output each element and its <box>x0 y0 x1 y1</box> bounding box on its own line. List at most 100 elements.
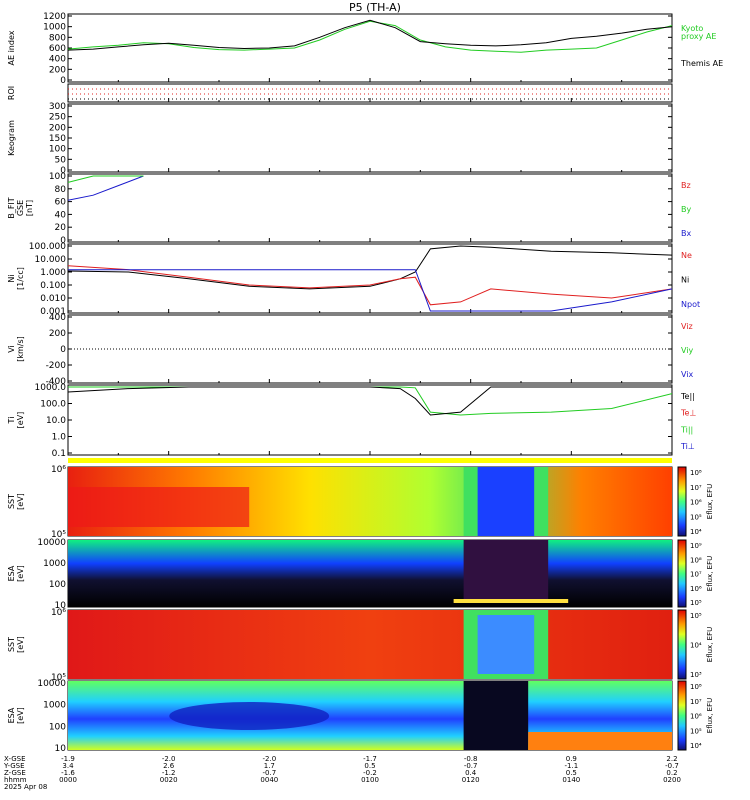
status-bar <box>68 458 672 463</box>
legend-proxy-ae: proxy AE <box>681 32 716 41</box>
xaxis-col-3: 0.5 <box>364 762 375 770</box>
ylabel-keogram: Keogram <box>7 120 16 156</box>
legend-ti-0: Te|| <box>680 392 695 401</box>
ytick-label-sst_i: 10⁶ <box>51 608 66 618</box>
xaxis-col-6: 0.2 <box>666 769 677 777</box>
esa-e-low-band <box>453 599 569 603</box>
xaxis-col-4: -0.7 <box>464 762 478 770</box>
colorbar-label-esa_e: Eflux, EFU <box>706 556 714 591</box>
ytick-label-ni: 100.000 <box>29 242 66 252</box>
colorbar-tick-esa_e: 10⁵ <box>690 599 702 607</box>
xaxis-col-1: -2.0 <box>162 755 176 763</box>
ytick-label-vi: 0 <box>60 345 66 355</box>
ytick-label-ti: 1000.0 <box>35 383 67 393</box>
panel-frame-ni <box>67 243 673 314</box>
series-ae <box>67 19 673 51</box>
ylabel-ti: Ti <box>7 417 16 425</box>
ylabel-esa_i: [eV] <box>16 707 25 724</box>
colorbar-tick-esa_i: 10⁷ <box>690 698 702 706</box>
ylabel-vi: Vi <box>7 345 16 353</box>
ytick-label-esa_e: 10000 <box>37 538 66 548</box>
xaxis-col-2: -0.7 <box>262 769 276 777</box>
ytick-label-bfit: 40 <box>55 210 67 220</box>
ytick-label-ni: 0.100 <box>40 281 66 291</box>
spectrogram-sst_i <box>68 610 672 679</box>
series-ti <box>67 386 672 416</box>
xaxis-col-3: -0.2 <box>363 769 377 777</box>
legend-bfit-0: Bz <box>681 181 691 190</box>
ylabel-esa_e: ESA <box>7 565 16 581</box>
legend-kyoto: Kyoto <box>681 24 703 33</box>
colorbar-tick-sst_i: 10⁵ <box>690 612 702 620</box>
ytick-label-ni: 0.001 <box>40 307 66 317</box>
ytick-label-esa_e: 1000 <box>43 559 66 569</box>
legend-vi-1: Viy <box>681 346 694 355</box>
xaxis-col-5: 0140 <box>562 776 580 784</box>
ytick-label-ti: 1.0 <box>52 433 67 443</box>
xaxis-row-label: Y-GSE <box>3 762 25 770</box>
ylabel-sst_i: [eV] <box>16 636 25 653</box>
ylabel-roi: ROI <box>7 86 16 100</box>
xaxis-col-2: 1.7 <box>264 762 275 770</box>
ytick-label-esa_i: 100 <box>49 722 66 732</box>
ylabel-bfit: GSE <box>16 200 25 216</box>
xaxis-col-2: 0040 <box>260 776 278 784</box>
ylabel-sst_i: SST <box>7 637 16 652</box>
ytick-label-keogram: 100 <box>49 145 66 155</box>
colorbar-tick-esa_e: 10⁶ <box>690 585 702 593</box>
ytick-label-sst_e: 10⁵ <box>51 530 66 540</box>
xaxis-col-5: 0.5 <box>566 769 577 777</box>
legend-vi-0: Viz <box>681 322 693 331</box>
ytick-label-keogram: 150 <box>49 134 66 144</box>
ytick-label-ti: 0.1 <box>52 449 66 459</box>
xaxis-row-label: X-GSE <box>4 755 26 763</box>
ytick-label-bfit: 0 <box>60 236 66 246</box>
ytick-label-keogram: 50 <box>55 155 67 165</box>
ytick-label-ae: 400 <box>49 55 66 65</box>
ytick-label-bfit: 60 <box>55 198 67 208</box>
xaxis-col-5: -1.1 <box>564 762 578 770</box>
colorbar-sst_i <box>677 609 687 680</box>
xaxis-col-4: 0.4 <box>465 769 477 777</box>
ytick-label-vi: -200 <box>46 361 67 371</box>
ytick-label-ae: 200 <box>49 65 66 75</box>
colorbar-sst_e <box>677 466 687 537</box>
xaxis-col-6: -0.7 <box>665 762 679 770</box>
ylabel-esa_e: [eV] <box>16 565 25 582</box>
ylabel-bfit: [nT] <box>25 200 34 216</box>
ytick-label-ni: 10.000 <box>35 255 67 265</box>
ylabel-sst_e: [eV] <box>16 493 25 510</box>
ytick-label-ae: 1000 <box>43 23 66 33</box>
xaxis-col-2: -2.0 <box>262 755 276 763</box>
ytick-label-ae: 800 <box>49 33 66 43</box>
ylabel-sst_e: SST <box>7 494 16 509</box>
series-bfit <box>67 175 144 183</box>
ytick-label-sst_i: 10⁵ <box>51 673 66 683</box>
colorbar-tick-sst_i: 10⁴ <box>690 642 702 650</box>
xaxis-row-label: Z-GSE <box>4 769 26 777</box>
legend-bfit-1: By <box>681 205 691 214</box>
colorbar-tick-esa_i: 10⁸ <box>690 683 702 691</box>
ytick-label-esa_i: 10000 <box>37 679 66 689</box>
colorbar-tick-sst_e: 10⁷ <box>690 484 702 492</box>
panel-frame-ti <box>67 384 673 456</box>
xaxis-col-4: -0.8 <box>464 755 478 763</box>
xaxis-col-0: -1.6 <box>61 769 75 777</box>
legend-bfit-2: Bx <box>681 229 691 238</box>
colorbar-tick-sst_e: 10⁶ <box>690 499 702 507</box>
ytick-label-bfit: 20 <box>55 223 67 233</box>
legend-ni-2: Npot <box>681 300 700 309</box>
colorbar-tick-sst_e: 10⁸ <box>690 469 702 477</box>
legend-ti-1: Te⊥ <box>680 409 696 418</box>
ytick-label-esa_e: 10 <box>55 601 67 611</box>
ytick-label-vi: 400 <box>49 313 66 323</box>
ylabel-ni: Ni <box>7 274 16 282</box>
legend-ti-3: Ti⊥ <box>680 442 695 451</box>
xaxis-col-0: 0000 <box>59 776 77 784</box>
ylabel-ni: [1/cc] <box>16 267 25 290</box>
ytick-label-bfit: 80 <box>55 185 67 195</box>
xaxis-row-label: 2025 Apr 08 <box>4 783 47 791</box>
panel-frame-ae <box>67 13 673 83</box>
xaxis-row-label: hhmm <box>4 776 27 784</box>
ytick-label-ae: 600 <box>49 44 66 54</box>
